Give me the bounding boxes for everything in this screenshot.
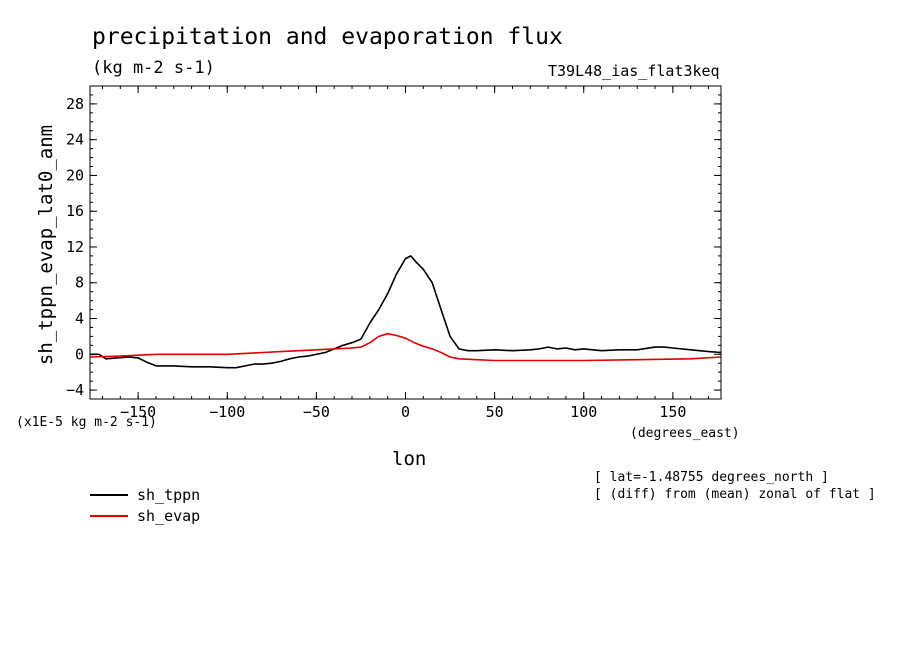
y-tick-label: 24 [66, 131, 84, 149]
x-tick-label: 50 [486, 403, 504, 421]
y-tick-label: −4 [66, 381, 84, 399]
plot-frame [89, 85, 722, 400]
legend-label-sh-tppn: sh_tppn [137, 486, 201, 504]
series-layer [89, 255, 722, 369]
y-scale-label: (x1E-5 kg m-2 s-1) [16, 415, 157, 430]
x-tick-label: 100 [570, 403, 597, 421]
lat-note: [ lat=-1.48755 degrees_north ] [594, 470, 829, 485]
series-line-sh-tppn [90, 255, 722, 369]
chart-title: precipitation and evaporation flux [92, 24, 563, 50]
x-tick-label: −100 [209, 403, 245, 421]
y-tick-label: 16 [66, 202, 84, 220]
axis-layer: −150 −100 −50 0 50 100 150 −4 0 4 8 12 16 20 24 28 [66, 85, 721, 421]
legend-label-sh-evap: sh_evap [137, 507, 201, 525]
x-axis-label: lon [392, 448, 427, 470]
x-tick-label: 0 [401, 403, 410, 421]
y-tick-label: 20 [66, 166, 84, 184]
x-tick-label: −50 [303, 403, 330, 421]
run-label: T39L48_ias_flat3keq [548, 62, 720, 80]
x-tick-label: −150 [120, 403, 156, 421]
series-line-sh-evap [89, 332, 722, 362]
chart-units-label: (kg m-2 s-1) [92, 58, 215, 78]
y-tick-label: 0 [75, 345, 84, 363]
y-tick-label: 12 [66, 238, 84, 256]
legend-swatch-sh-tppn [90, 494, 128, 496]
y-tick-label: 28 [66, 95, 84, 113]
x-tick-label: 150 [659, 403, 686, 421]
legend-swatch-sh-evap [90, 515, 128, 517]
x-units-label: (degrees_east) [630, 426, 740, 441]
diff-note: [ (diff) from (mean) zonal of flat ] [594, 487, 876, 502]
y-tick-label: 4 [75, 310, 84, 328]
y-tick-label: 8 [75, 274, 84, 292]
